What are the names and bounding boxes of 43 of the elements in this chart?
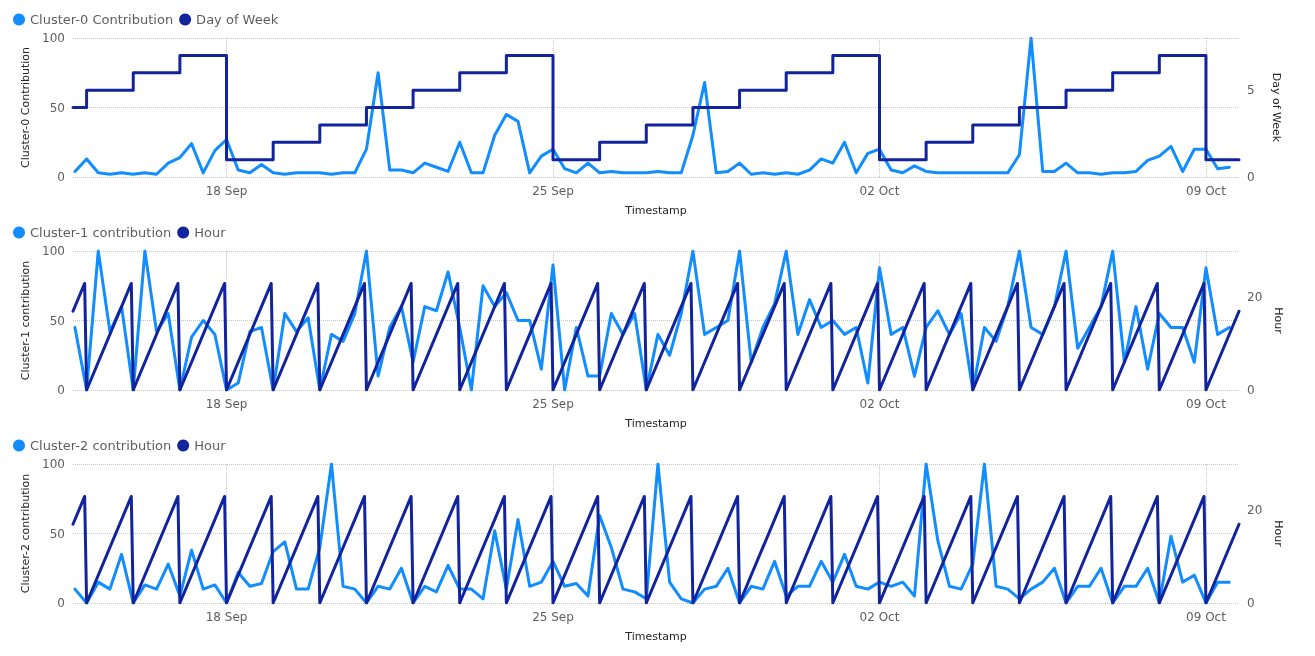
y-tick-label: 100 [42, 457, 65, 471]
y-axis-title: Cluster-0 Contribution [19, 46, 33, 169]
x-tick-label: 02 Oct [859, 397, 900, 411]
y2-tick-label: 0 [1247, 170, 1255, 184]
x-tick-label: 25 Sep [532, 397, 574, 411]
x-tick-label: 02 Oct [859, 184, 900, 198]
y-tick-label: 0 [57, 596, 65, 610]
x-tick-label: 18 Sep [205, 397, 248, 411]
legend-label: Cluster-0 Contribution [30, 12, 174, 27]
y2-tick-label: 20 [1247, 290, 1263, 305]
y-tick-label: 50 [49, 313, 65, 328]
x-tick-label: 25 Sep [532, 610, 574, 624]
y-tick-label: 0 [57, 383, 65, 397]
y2-axis-title: Hour [1272, 307, 1286, 335]
legend-label: Cluster-2 contribution [30, 438, 172, 453]
y-tick-label: 50 [49, 100, 65, 115]
x-tick-label: 25 Sep [532, 184, 574, 198]
legend-label: Hour [194, 225, 227, 240]
x-tick-label: 02 Oct [859, 610, 900, 624]
y2-tick-label: 20 [1247, 503, 1263, 518]
y2-tick-label: 0 [1247, 596, 1255, 610]
x-axis-title: Timestamp [624, 204, 687, 217]
y-tick-label: 0 [57, 170, 65, 184]
y-axis-title: Cluster-1 contribution [19, 260, 33, 381]
y-tick-label: 100 [42, 31, 65, 45]
y2-tick-label: 5 [1247, 83, 1255, 98]
y-tick-label: 100 [42, 244, 65, 258]
x-tick-label: 18 Sep [205, 184, 248, 198]
x-tick-label: 09 Oct [1186, 397, 1227, 411]
y2-axis-title: Hour [1272, 520, 1286, 548]
y2-axis-title: Day of Week [1270, 72, 1283, 143]
legend-label: Day of Week [196, 12, 279, 27]
y2-tick-label: 0 [1247, 383, 1255, 397]
x-axis-title: Timestamp [624, 417, 687, 430]
x-tick-label: 09 Oct [1186, 184, 1227, 198]
y-tick-label: 50 [49, 526, 65, 541]
y-axis-title: Cluster-2 contribution [19, 473, 33, 594]
x-axis-title: Timestamp [624, 630, 687, 643]
legend-label: Hour [194, 438, 227, 453]
line-series [73, 36, 1231, 176]
x-tick-label: 18 Sep [205, 610, 248, 624]
legend-label: Cluster-1 contribution [30, 225, 172, 240]
x-tick-label: 09 Oct [1186, 610, 1227, 624]
